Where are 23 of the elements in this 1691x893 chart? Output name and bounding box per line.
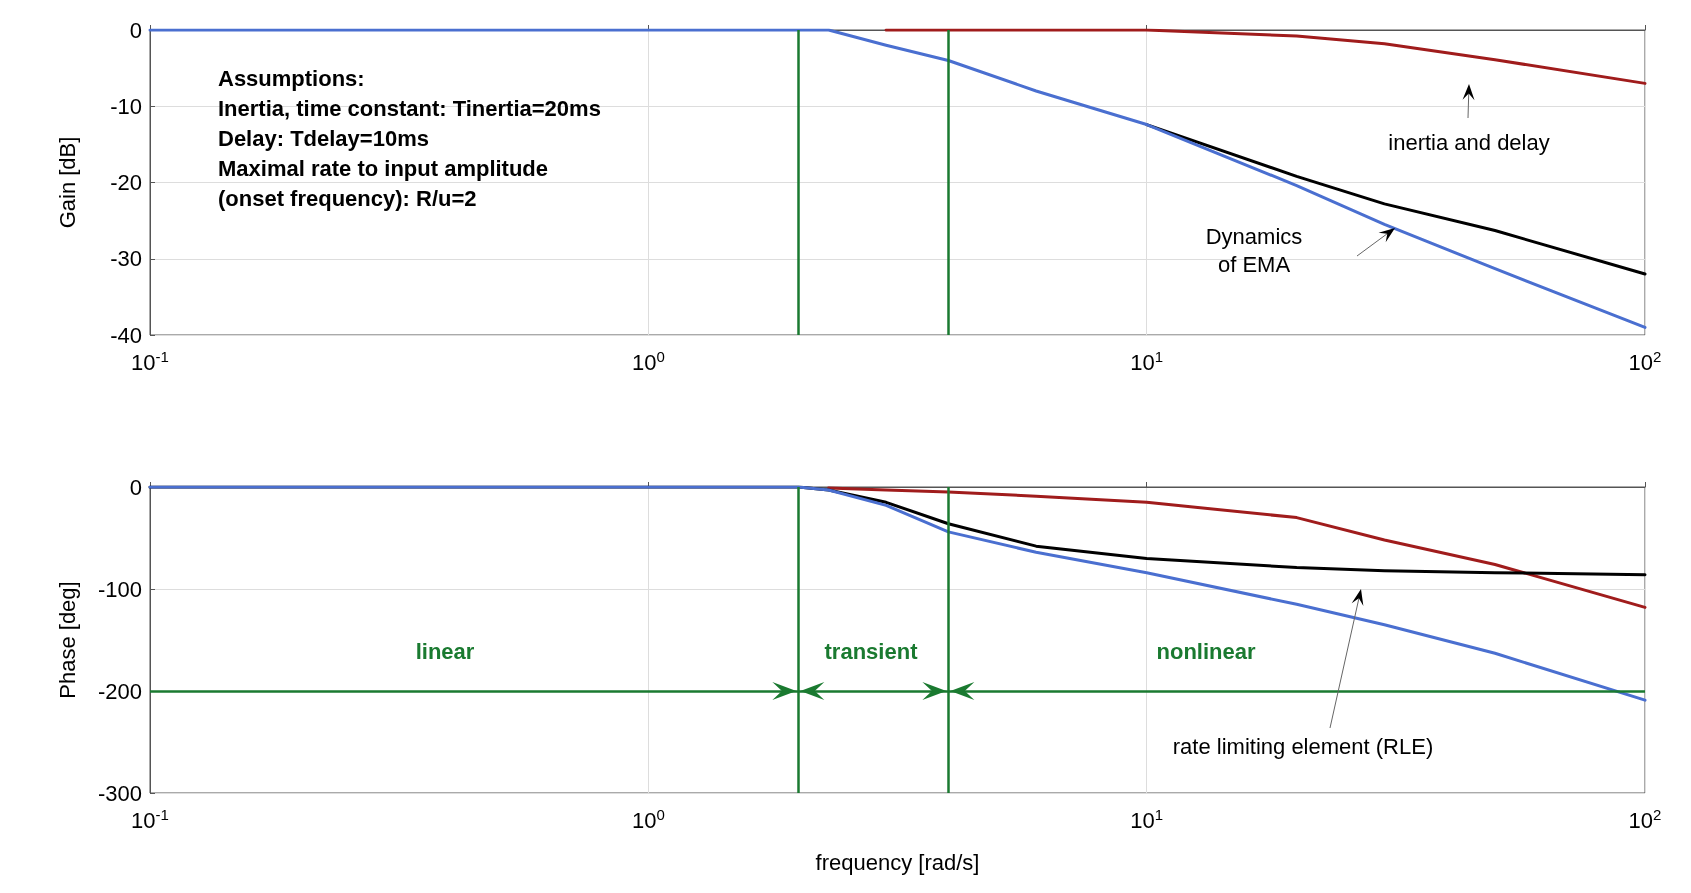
x-axis-title: frequency [rad/s] — [815, 849, 980, 875]
annotation: Inertia, time constant: Tinertia=20ms — [218, 95, 601, 121]
annotation: Delay: Tdelay=10ms — [218, 125, 429, 151]
annotation: nonlinear — [1156, 638, 1256, 664]
y-tick-label: 0 — [129, 474, 142, 500]
annotation: linear — [415, 638, 475, 664]
annotation: Dynamics of EMA — [1205, 223, 1303, 277]
y-tick-label: -10 — [110, 93, 142, 119]
annotation: transient — [824, 638, 919, 664]
y-axis-title: Phase [deg] — [54, 581, 80, 699]
annotation: (onset frequency): R/u=2 — [218, 185, 477, 211]
y-tick-label: -40 — [110, 322, 142, 348]
y-axis-title: Gain [dB] — [54, 136, 80, 229]
annotation: Assumptions: — [218, 65, 365, 91]
annotation: inertia and delay — [1388, 129, 1550, 155]
y-tick-label: -30 — [110, 246, 142, 272]
y-tick-label: 0 — [129, 17, 142, 43]
annotation: rate limiting element (RLE) — [1172, 733, 1434, 759]
y-tick-label: -300 — [97, 780, 142, 806]
y-tick-label: -20 — [110, 170, 142, 195]
y-tick-label: -200 — [97, 678, 142, 704]
y-tick-label: -100 — [97, 576, 142, 602]
annotation: Maximal rate to input amplitude — [218, 155, 549, 181]
